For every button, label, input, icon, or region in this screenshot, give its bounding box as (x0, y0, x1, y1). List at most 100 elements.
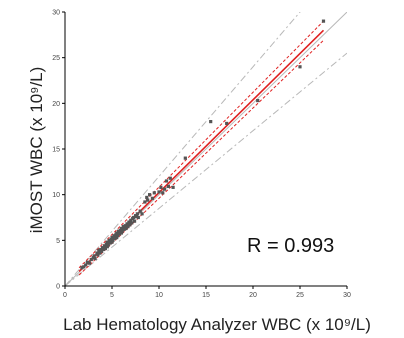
y-tick-labels: 0 5 10 15 20 25 30 (52, 10, 65, 291)
data-point (107, 238, 111, 242)
x-tick-labels: 0 5 10 15 20 25 30 (63, 286, 351, 299)
data-point (145, 195, 149, 200)
data-point (106, 243, 110, 247)
data-point (115, 231, 119, 235)
data-point (105, 245, 109, 249)
data-point (225, 121, 229, 126)
data-point (92, 254, 96, 258)
data-point (161, 191, 165, 195)
data-point (121, 225, 125, 229)
x-axis-title: Lab Hematology Analyzer WBC (x 10⁹/L) (63, 315, 371, 334)
y-tick-label: 10 (52, 192, 60, 199)
plot-points (80, 19, 326, 270)
data-point (85, 260, 90, 264)
y-tick-label: 25 (52, 55, 60, 62)
data-point (146, 198, 150, 202)
data-point (134, 214, 139, 219)
y-axis-title: iMOST WBC (x 10⁹/L) (27, 67, 46, 234)
data-point (321, 19, 326, 23)
x-tick-label: 20 (249, 292, 257, 299)
data-point (80, 266, 84, 270)
data-point (159, 185, 163, 189)
x-tick-label: 25 (296, 292, 304, 299)
data-point (102, 244, 107, 248)
data-point (152, 191, 156, 195)
data-point (143, 200, 147, 204)
data-point (122, 227, 126, 231)
data-point (100, 249, 104, 253)
data-point (127, 220, 131, 224)
data-point (82, 265, 86, 269)
data-point (163, 187, 167, 191)
x-tick-label: 10 (155, 292, 163, 299)
data-point (183, 156, 187, 160)
y-tick-label: 20 (52, 101, 60, 108)
data-point (125, 222, 129, 226)
data-point (138, 209, 142, 213)
data-point (123, 224, 127, 228)
data-point (93, 257, 97, 261)
data-point (91, 256, 95, 260)
y-tick-label: 5 (56, 238, 60, 245)
data-point (124, 226, 128, 231)
data-point (97, 248, 101, 252)
data-point (115, 235, 119, 240)
data-point (171, 185, 175, 189)
data-point (136, 215, 140, 220)
x-tick-label: 30 (343, 292, 351, 299)
data-point (129, 218, 133, 222)
data-point (132, 219, 137, 223)
data-point (87, 261, 92, 265)
data-point (120, 229, 124, 233)
data-point (99, 247, 103, 252)
data-point (110, 235, 114, 240)
x-tick-label: 0 (63, 292, 67, 299)
data-point (101, 247, 106, 252)
data-point (164, 179, 169, 183)
data-point (140, 212, 144, 216)
data-point (110, 240, 114, 244)
data-point (103, 246, 108, 251)
data-point (209, 120, 213, 124)
data-point (112, 234, 116, 238)
data-point (168, 176, 172, 180)
data-point (126, 225, 130, 229)
limit-line-2 (65, 52, 347, 286)
data-point (104, 242, 108, 246)
data-point (118, 228, 123, 232)
data-point (150, 196, 155, 200)
data-point (148, 193, 152, 197)
data-point (135, 212, 139, 216)
data-point (166, 184, 170, 189)
data-point (117, 232, 122, 236)
data-point (89, 257, 93, 262)
data-point (108, 241, 112, 245)
limit-line-1 (65, 12, 301, 286)
data-point (128, 223, 132, 227)
y-tick-label: 0 (56, 284, 60, 291)
y-tick-label: 30 (52, 10, 60, 17)
confidence-band-upper (78, 20, 324, 269)
annotation-r-value: R = 0.993 (247, 235, 334, 257)
data-point (113, 236, 117, 241)
data-point (116, 229, 121, 233)
data-point (132, 215, 136, 220)
data-point (298, 65, 302, 69)
data-point (114, 233, 118, 237)
y-tick-label: 15 (52, 147, 60, 154)
data-point (101, 246, 105, 250)
data-point (111, 238, 115, 242)
x-tick-label: 5 (110, 292, 114, 299)
data-point (109, 237, 113, 242)
x-tick-label: 15 (202, 292, 210, 299)
data-point (84, 263, 88, 267)
data-point (95, 251, 99, 255)
data-point (105, 240, 109, 244)
data-point (157, 190, 161, 194)
data-point (96, 253, 100, 257)
data-point (119, 226, 123, 231)
data-point (130, 221, 134, 225)
data-point (119, 231, 123, 235)
data-point (116, 234, 120, 238)
